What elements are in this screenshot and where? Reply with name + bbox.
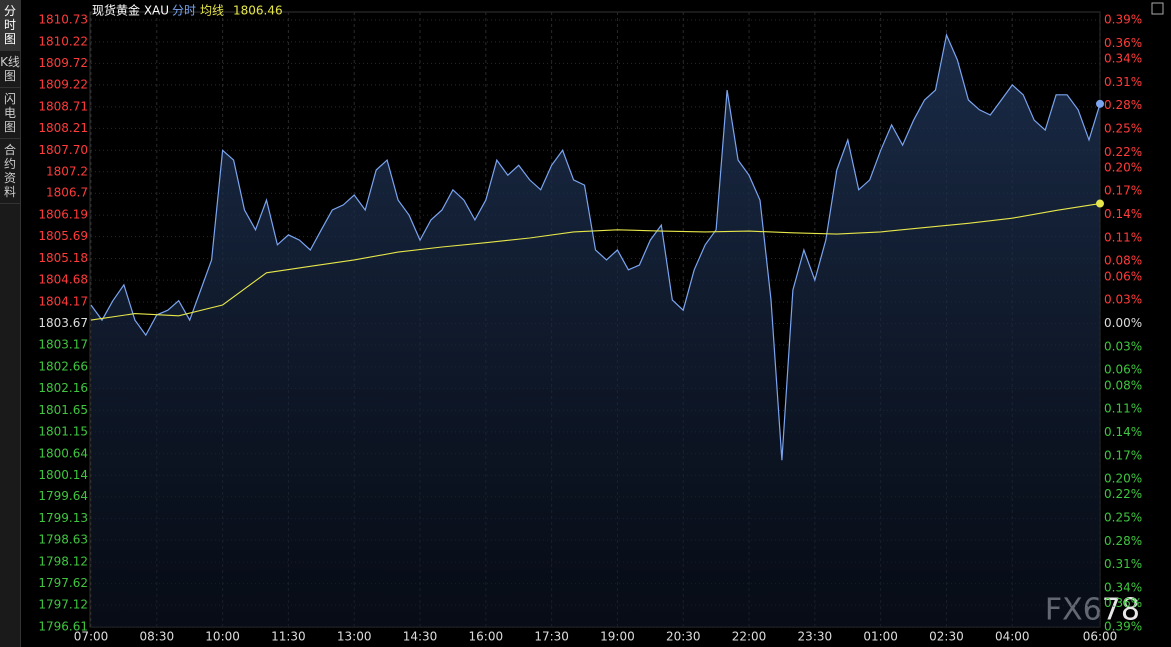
- y-tick-label: 1810.22: [38, 34, 88, 48]
- y-tick-label: 1798.12: [38, 555, 88, 569]
- y2-tick-label: 0.08%: [1104, 254, 1142, 268]
- x-tick-label: 23:30: [798, 630, 833, 644]
- x-tick-label: 16:00: [469, 630, 504, 644]
- y-tick-label: 1796.61: [38, 620, 88, 634]
- tab[interactable]: K线图: [0, 51, 20, 88]
- y2-tick-label: 0.11%: [1104, 230, 1142, 244]
- y2-tick-label: 0.28%: [1104, 98, 1142, 112]
- y-tick-label: 1809.72: [38, 56, 88, 70]
- y2-tick-label: 0.17%: [1104, 448, 1142, 462]
- x-tick-label: 20:30: [666, 630, 701, 644]
- y2-tick-label: 0.00%: [1104, 316, 1142, 330]
- y-tick-label: 1805.69: [38, 229, 88, 243]
- y2-tick-label: 0.25%: [1104, 121, 1142, 135]
- average-line: [90, 203, 1101, 321]
- y-tick-label: 1807.70: [38, 143, 88, 157]
- tab[interactable]: 闪电图: [0, 88, 20, 139]
- y2-tick-label: 0.31%: [1104, 557, 1142, 571]
- x-tick-label: 07:00: [74, 630, 109, 644]
- y-tick-label: 1797.62: [38, 576, 88, 590]
- y-tick-label: 1799.64: [38, 489, 88, 503]
- y2-tick-label: 0.31%: [1104, 75, 1142, 89]
- y-tick-label: 1799.13: [38, 511, 88, 525]
- y2-tick-label: 0.14%: [1104, 207, 1142, 221]
- y-tick-label: 1802.66: [38, 359, 88, 373]
- price-area: [91, 35, 1100, 627]
- y-tick-label: 1807.2: [46, 164, 88, 178]
- x-tick-label: 22:00: [732, 630, 767, 644]
- y-tick-label: 1806.7: [46, 186, 88, 200]
- legend-avg: 均线: [200, 4, 224, 18]
- y2-tick-label: 0.39%: [1104, 13, 1142, 27]
- price-line: [90, 33, 1101, 461]
- x-tick-label: 01:00: [863, 630, 898, 644]
- y-tick-label: 1809.22: [38, 77, 88, 91]
- y-tick-label: 1804.17: [38, 295, 88, 309]
- legend-price: 分时: [172, 4, 196, 18]
- tab[interactable]: 合约资料: [0, 139, 20, 204]
- x-tick-label: 08:30: [140, 630, 175, 644]
- x-tick-label: 17:30: [534, 630, 569, 644]
- y2-tick-label: 0.11%: [1104, 402, 1142, 416]
- y2-tick-label: 0.20%: [1104, 160, 1142, 174]
- y-tick-label: 1800.64: [38, 446, 88, 460]
- y2-tick-label: 0.34%: [1104, 51, 1142, 65]
- x-tick-label: 04:00: [995, 630, 1030, 644]
- y2-tick-label: 0.34%: [1104, 581, 1142, 595]
- y2-tick-label: 0.28%: [1104, 534, 1142, 548]
- y2-tick-label: 0.06%: [1104, 363, 1142, 377]
- last-point: [1096, 199, 1104, 208]
- y-tick-label: 1808.21: [38, 121, 88, 135]
- y2-tick-label: 0.03%: [1104, 293, 1142, 307]
- y-tick-label: 1797.12: [38, 598, 88, 612]
- y-tick-label: 1801.65: [38, 403, 88, 417]
- x-tick-label: 10:00: [205, 630, 240, 644]
- y-tick-label: 1805.18: [38, 251, 88, 265]
- y-tick-label: 1808.71: [38, 99, 88, 113]
- y2-tick-label: 0.03%: [1104, 339, 1142, 353]
- y2-tick-label: 0.20%: [1104, 472, 1142, 486]
- y2-tick-label: 0.17%: [1104, 184, 1142, 198]
- y2-tick-label: 0.22%: [1104, 487, 1142, 501]
- y-tick-label: 1810.73: [38, 13, 88, 27]
- chart-title: 现货黄金 XAU: [92, 3, 169, 18]
- y-tick-label: 1798.63: [38, 533, 88, 547]
- y2-tick-label: 0.06%: [1104, 269, 1142, 283]
- y2-tick-label: 0.36%: [1104, 596, 1142, 610]
- y2-tick-label: 0.22%: [1104, 145, 1142, 159]
- y2-tick-label: 0.25%: [1104, 511, 1142, 525]
- expand-icon[interactable]: [1151, 2, 1164, 15]
- y-tick-label: 1806.19: [38, 208, 88, 222]
- y-tick-label: 1801.15: [38, 424, 88, 438]
- last-point: [1096, 99, 1104, 108]
- y-tick-label: 1802.16: [38, 381, 88, 395]
- tab[interactable]: 分时图: [0, 0, 20, 51]
- y-tick-label: 1803.67: [38, 316, 88, 330]
- legend-avg-value: 1806.46: [233, 4, 283, 18]
- x-tick-label: 06:00: [1083, 630, 1118, 644]
- x-tick-label: 02:30: [929, 630, 964, 644]
- y2-tick-label: 0.36%: [1104, 36, 1142, 50]
- x-tick-label: 19:00: [600, 630, 635, 644]
- y-tick-label: 1804.68: [38, 273, 88, 287]
- x-tick-label: 14:30: [403, 630, 438, 644]
- y2-tick-label: 0.14%: [1104, 425, 1142, 439]
- y-tick-label: 1800.14: [38, 468, 88, 482]
- x-tick-label: 13:00: [337, 630, 372, 644]
- sidebar: 分时图 K线图 闪电图 合约资料: [0, 0, 21, 647]
- y2-tick-label: 0.39%: [1104, 620, 1142, 634]
- y-tick-label: 1803.17: [38, 337, 88, 351]
- x-tick-label: 11:30: [271, 630, 306, 644]
- y2-tick-label: 0.08%: [1104, 378, 1142, 392]
